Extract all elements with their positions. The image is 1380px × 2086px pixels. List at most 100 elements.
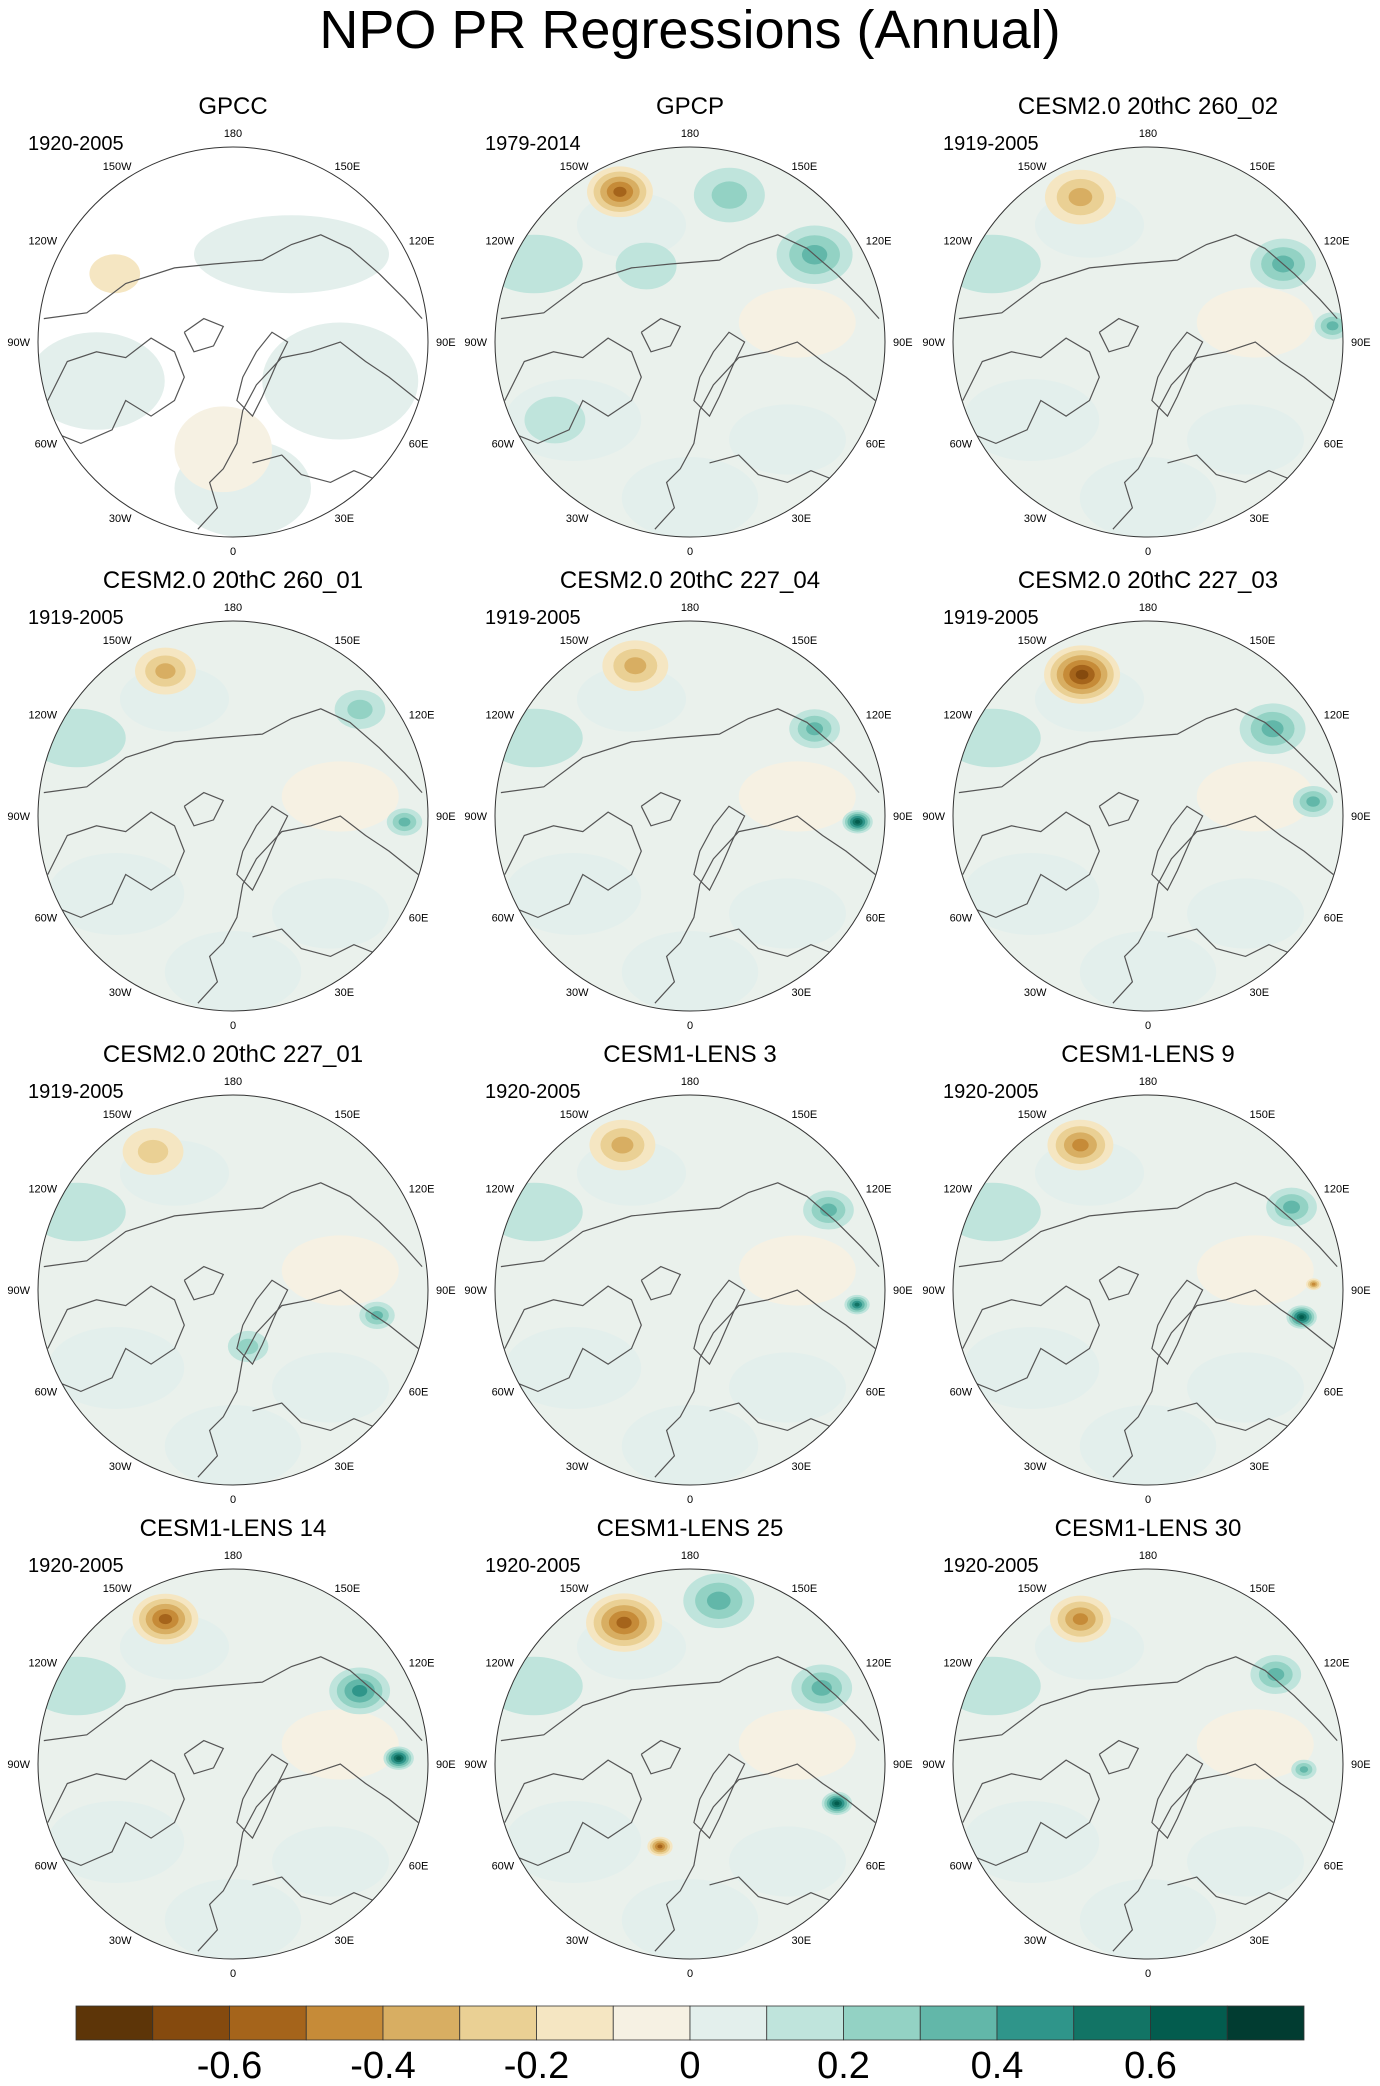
- longitude-label: 90E: [436, 811, 456, 823]
- wet-anomaly: [1291, 1309, 1312, 1325]
- longitude-label: 120W: [943, 236, 972, 248]
- wet-anomaly: [365, 1306, 389, 1325]
- field-patch: [953, 1656, 1041, 1716]
- coastline: [958, 1656, 1338, 1742]
- wet-anomaly: [1250, 1655, 1302, 1695]
- dry-anomaly: [647, 1836, 673, 1857]
- wet-anomaly: [852, 817, 863, 826]
- dry-anomaly: [145, 655, 186, 687]
- field-patch: [495, 1656, 583, 1716]
- dry-anomaly: [1050, 650, 1114, 699]
- longitude-label: 60E: [866, 913, 886, 925]
- panel-period: 1919-2005: [943, 133, 1039, 155]
- longitude-label: 60E: [1324, 1861, 1344, 1873]
- longitude-label: 120W: [485, 1184, 514, 1196]
- field-patch: [729, 404, 846, 475]
- longitude-label: 30E: [792, 513, 812, 525]
- longitude-label: 120W: [485, 1658, 514, 1670]
- longitude-label: 0: [1145, 546, 1151, 558]
- longitude-label: 150W: [1018, 161, 1047, 173]
- longitude-label: 150W: [103, 1109, 132, 1121]
- dry-anomaly: [122, 1128, 184, 1175]
- field-patch: [1079, 1405, 1217, 1485]
- colorbar-swatch: [1073, 2005, 1151, 2041]
- longitude-label: 60E: [409, 439, 429, 451]
- field-patch: [1079, 457, 1217, 537]
- longitude-label: 150E: [335, 1583, 361, 1595]
- dry-anomaly: [652, 1840, 668, 1853]
- field-patch: [281, 1709, 399, 1780]
- colorbar-swatch: [152, 2005, 230, 2041]
- longitude-label: 90W: [7, 1759, 30, 1771]
- wet-anomaly: [806, 722, 824, 736]
- longitude-label: 180: [681, 1076, 699, 1088]
- coastline: [958, 234, 1338, 320]
- wet-anomaly: [388, 1750, 409, 1767]
- coastline: [183, 1739, 225, 1775]
- longitude-label: 150W: [103, 161, 132, 173]
- longitude-label: 120E: [866, 710, 892, 722]
- field-patch: [1034, 666, 1145, 732]
- coastline: [47, 337, 185, 445]
- coastline: [962, 1285, 1100, 1393]
- longitude-label: 150E: [1250, 1583, 1276, 1595]
- coastline: [504, 1759, 642, 1867]
- wet-anomaly: [227, 1330, 269, 1363]
- coastline: [654, 1289, 876, 1478]
- map-background: [495, 1569, 885, 1959]
- wet-anomaly: [1261, 720, 1284, 738]
- map-background: [495, 621, 885, 1011]
- longitude-label: 60E: [409, 913, 429, 925]
- field-patch: [962, 379, 1100, 461]
- colorbar-tick-label: 0.4: [971, 2045, 1024, 2086]
- coastline: [43, 1656, 423, 1742]
- longitude-label: 120E: [1324, 1184, 1350, 1196]
- panel-period: 1919-2005: [28, 1081, 124, 1103]
- map-background: [38, 1095, 428, 1485]
- colorbar-tick-label: -0.4: [350, 2045, 415, 2086]
- coastline: [183, 1265, 225, 1301]
- wet-anomaly: [849, 1298, 865, 1311]
- dry-anomaly: [654, 1842, 666, 1851]
- dry-anomaly: [606, 181, 634, 202]
- panel-title: CESM1-LENS 3: [603, 1041, 776, 1068]
- coastline: [183, 791, 225, 827]
- panel-period: 1920-2005: [485, 1081, 581, 1103]
- longitude-label: 60W: [492, 1861, 515, 1873]
- longitude-label: 0: [230, 1494, 236, 1506]
- panel-period: 1920-2005: [28, 1555, 124, 1577]
- wet-anomaly: [1261, 247, 1306, 281]
- longitude-label: 90W: [464, 1285, 487, 1297]
- longitude-label: 30W: [109, 987, 132, 999]
- dry-anomaly: [1068, 187, 1093, 207]
- longitude-label: 30E: [792, 1461, 812, 1473]
- wet-anomaly: [829, 1797, 845, 1810]
- field-patch: [504, 853, 642, 935]
- wet-anomaly: [1299, 1766, 1309, 1773]
- coastline: [236, 331, 289, 418]
- field-patch: [38, 708, 126, 768]
- wet-anomaly: [371, 1310, 383, 1320]
- wet-anomaly: [1314, 312, 1343, 340]
- coastline: [252, 1402, 374, 1432]
- coastline: [197, 1289, 419, 1478]
- longitude-label: 90E: [436, 1285, 456, 1297]
- coastline: [640, 1265, 682, 1301]
- wet-anomaly: [847, 814, 868, 830]
- longitude-label: 30W: [1024, 1935, 1047, 1947]
- longitude-label: 30E: [335, 513, 355, 525]
- longitude-label: 60W: [35, 1387, 58, 1399]
- field-patch: [1196, 761, 1314, 832]
- colorbar-swatch: [382, 2005, 461, 2041]
- coastline: [1167, 1402, 1289, 1432]
- map-boundary: [494, 1094, 886, 1486]
- field-patch: [729, 1826, 846, 1897]
- map-boundary: [37, 1568, 429, 1960]
- wet-anomaly: [359, 1301, 395, 1330]
